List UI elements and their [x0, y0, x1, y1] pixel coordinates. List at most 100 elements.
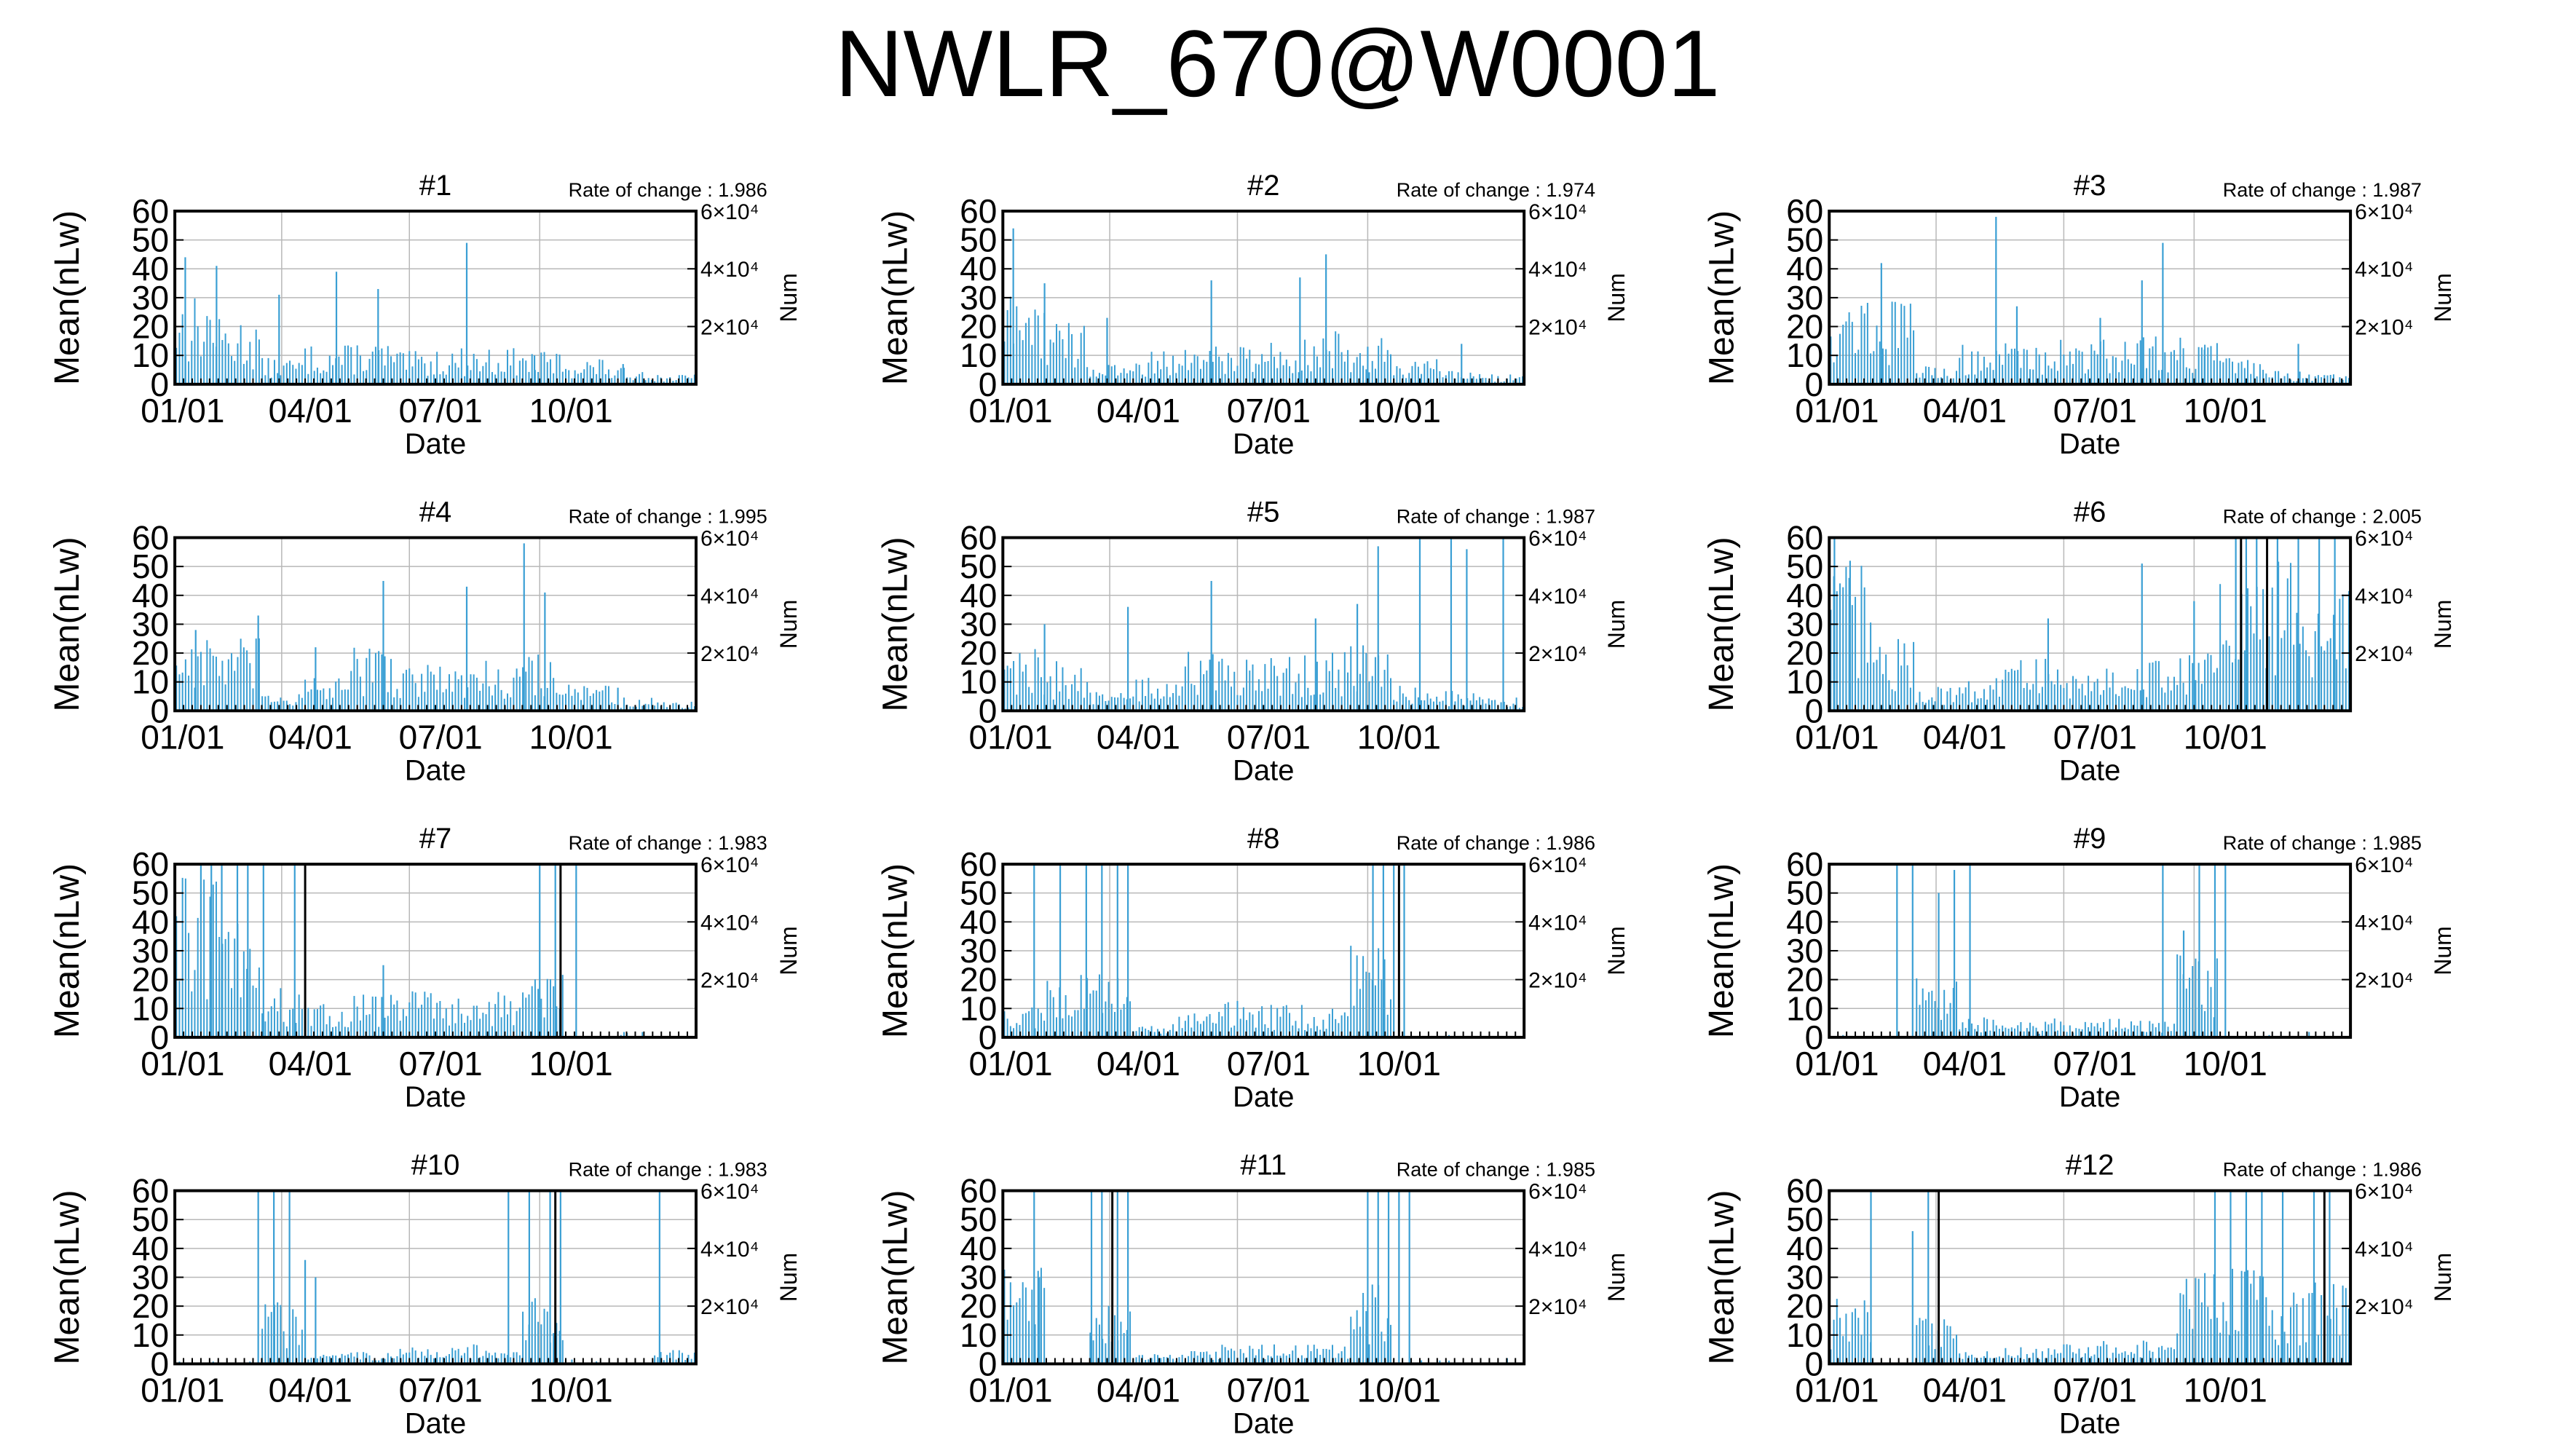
page-title: NWLR_670@W0001 — [834, 10, 1721, 116]
x-tick-label: 10/01 — [529, 392, 613, 430]
y2-tick-label: 4×10⁴ — [2355, 258, 2413, 282]
rate-of-change-label: Rate of change : 1.995 — [569, 505, 767, 527]
y-tick-label: 30 — [132, 932, 169, 970]
y-tick-label: 60 — [1786, 518, 1823, 556]
x-tick-label: 10/01 — [1357, 1371, 1441, 1409]
y2-tick-label: 4×10⁴ — [1528, 585, 1587, 609]
y-tick-label: 60 — [960, 1172, 997, 1210]
y2-tick-label: 2×10⁴ — [700, 316, 759, 340]
panel-title: #6 — [2074, 496, 2106, 528]
x-tick-label: 04/01 — [1097, 392, 1180, 430]
x-axis-label: Date — [405, 1081, 467, 1113]
y-tick-label: 20 — [960, 1287, 997, 1325]
y2-tick-label: 4×10⁴ — [1528, 258, 1587, 282]
panel-title: #7 — [419, 823, 452, 855]
y-tick-label: 20 — [1786, 308, 1823, 346]
y-tick-label: 0 — [1805, 365, 1824, 403]
y-tick-label: 50 — [1786, 1200, 1823, 1238]
y-tick-label: 0 — [151, 692, 170, 729]
y-axis-label: Mean(nLw) — [1702, 1190, 1741, 1364]
y-tick-label: 50 — [132, 221, 169, 259]
y-axis-label: Mean(nLw) — [1702, 210, 1741, 385]
y-tick-label: 20 — [960, 308, 997, 346]
y-tick-label: 20 — [1786, 1287, 1823, 1325]
y2-tick-label: 6×10⁴ — [700, 200, 759, 224]
x-tick-label: 10/01 — [529, 1371, 613, 1409]
x-tick-label: 10/01 — [2184, 1045, 2267, 1083]
x-tick-label: 01/01 — [141, 718, 224, 756]
y-tick-label: 0 — [1805, 692, 1824, 729]
y-tick-label: 40 — [1786, 250, 1823, 288]
y2-tick-label: 4×10⁴ — [2355, 1238, 2413, 1262]
y-tick-label: 0 — [1805, 1345, 1824, 1382]
y2-tick-label: 4×10⁴ — [2355, 585, 2413, 609]
panel-title: #12 — [2066, 1150, 2114, 1182]
panel-title: #1 — [419, 170, 452, 202]
x-tick-label: 04/01 — [1923, 1371, 2007, 1409]
y-tick-label: 30 — [960, 932, 997, 970]
x-tick-label: 01/01 — [968, 1371, 1052, 1409]
x-tick-label: 10/01 — [1357, 392, 1441, 430]
x-tick-label: 01/01 — [1795, 718, 1879, 756]
x-tick-label: 04/01 — [1923, 392, 2007, 430]
x-tick-label: 07/01 — [1227, 718, 1311, 756]
y-tick-label: 50 — [132, 1200, 169, 1238]
y-tick-label: 10 — [1786, 336, 1823, 374]
y-tick-label: 50 — [1786, 547, 1823, 585]
y-axis-label: Mean(nLw) — [1702, 537, 1741, 711]
y-axis-label: Mean(nLw) — [48, 210, 87, 385]
x-tick-label: 04/01 — [269, 718, 352, 756]
x-axis-label: Date — [1233, 754, 1295, 786]
x-tick-label: 07/01 — [2053, 718, 2137, 756]
y2-tick-label: 2×10⁴ — [700, 1295, 759, 1319]
x-tick-label: 07/01 — [2053, 1045, 2137, 1083]
x-tick-label: 07/01 — [399, 718, 483, 756]
y-axis-label: Mean(nLw) — [876, 537, 915, 711]
x-tick-label: 10/01 — [1357, 1045, 1441, 1083]
y-tick-label: 30 — [1786, 605, 1823, 643]
x-tick-label: 10/01 — [2184, 392, 2267, 430]
y2-tick-label: 4×10⁴ — [2355, 911, 2413, 935]
x-axis-label: Date — [1233, 1081, 1295, 1113]
y-tick-label: 40 — [132, 577, 169, 614]
y2-tick-label: 6×10⁴ — [700, 1180, 759, 1204]
y-axis-label: Mean(nLw) — [876, 1190, 915, 1364]
y2-tick-label: 2×10⁴ — [700, 969, 759, 993]
rate-of-change-label: Rate of change : 1.986 — [1397, 832, 1595, 854]
x-tick-label: 04/01 — [269, 392, 352, 430]
rate-of-change-label: Rate of change : 1.986 — [2223, 1159, 2422, 1181]
rate-of-change-label: Rate of change : 1.986 — [569, 179, 767, 201]
x-tick-label: 10/01 — [529, 718, 613, 756]
y-tick-label: 0 — [979, 1345, 998, 1382]
panel-title: #4 — [419, 496, 452, 528]
rate-of-change-label: Rate of change : 1.985 — [2223, 832, 2422, 854]
y-tick-label: 40 — [1786, 903, 1823, 941]
y2-axis-label: Num — [2430, 600, 2456, 649]
x-tick-label: 01/01 — [1795, 1371, 1879, 1409]
y-tick-label: 50 — [1786, 874, 1823, 912]
y2-axis-label: Num — [1603, 273, 1630, 323]
y2-tick-label: 6×10⁴ — [700, 853, 759, 877]
y-tick-label: 10 — [960, 1316, 997, 1354]
x-axis-label: Date — [1233, 428, 1295, 460]
rate-of-change-label: Rate of change : 1.983 — [569, 1159, 767, 1181]
y-axis-label: Mean(nLw) — [876, 210, 915, 385]
y-tick-label: 0 — [151, 365, 170, 403]
y-tick-label: 30 — [132, 605, 169, 643]
y2-tick-label: 2×10⁴ — [2355, 969, 2413, 993]
y2-axis-label: Num — [775, 1253, 802, 1302]
y2-axis-label: Num — [1603, 926, 1630, 976]
x-tick-label: 07/01 — [399, 1045, 483, 1083]
x-tick-label: 07/01 — [1227, 392, 1311, 430]
y-tick-label: 20 — [132, 961, 169, 999]
y2-tick-label: 2×10⁴ — [2355, 642, 2413, 666]
rate-of-change-label: Rate of change : 2.005 — [2223, 505, 2422, 527]
y-tick-label: 0 — [151, 1018, 170, 1056]
y-tick-label: 20 — [132, 1287, 169, 1325]
y-tick-label: 30 — [960, 1259, 997, 1297]
y-tick-label: 10 — [960, 336, 997, 374]
y-tick-label: 10 — [132, 1316, 169, 1354]
x-axis-label: Date — [405, 1407, 467, 1439]
